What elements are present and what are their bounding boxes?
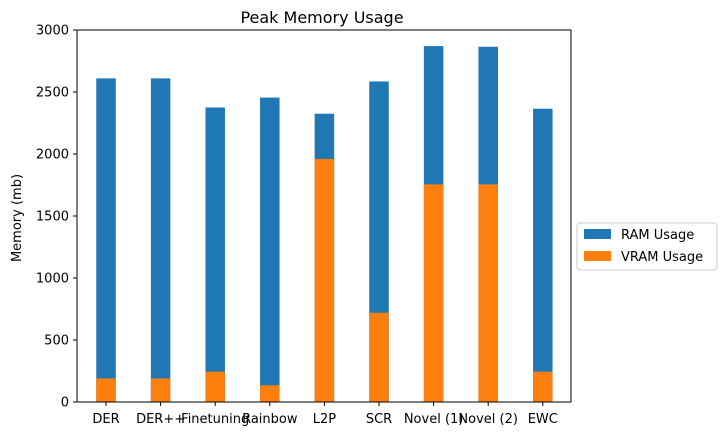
- x-tick-label: SCR: [366, 412, 392, 427]
- legend-swatch-ram: [584, 229, 611, 239]
- y-tick-label: 2500: [36, 86, 69, 101]
- legend-swatch-vram: [584, 251, 611, 261]
- x-tick-label: EWC: [528, 412, 558, 427]
- bar-vram-1: [150, 378, 171, 402]
- bar-ram-1: [150, 78, 171, 403]
- y-axis-label: Memory (mb): [10, 174, 25, 262]
- x-tick-label: DER: [92, 412, 119, 427]
- legend: RAM Usage VRAM Usage: [576, 222, 718, 271]
- bar-ram-3: [260, 97, 280, 402]
- x-tick-label: Novel (2): [458, 412, 518, 427]
- x-tick-label: Finetuning: [181, 412, 249, 427]
- y-tick-label: 2000: [36, 148, 69, 163]
- bar-ram-8: [533, 108, 553, 403]
- bar-vram-6: [423, 184, 444, 402]
- legend-label-ram: RAM Usage: [621, 228, 694, 243]
- y-tick-label: 1000: [36, 272, 69, 287]
- bar-ram-0: [96, 78, 116, 403]
- bar-vram-0: [96, 378, 116, 402]
- y-tick-label: 3000: [36, 24, 69, 39]
- legend-label-vram: VRAM Usage: [621, 250, 703, 265]
- bar-vram-3: [260, 385, 280, 402]
- bar-vram-8: [533, 371, 553, 402]
- plot-frame: [76, 29, 572, 403]
- x-tick-label: DER++: [136, 412, 185, 427]
- bar-vram-2: [205, 371, 225, 402]
- y-tick-label: 500: [44, 334, 69, 349]
- x-tick-label: Rainbow: [242, 412, 298, 427]
- bar-vram-5: [369, 312, 389, 402]
- bar-vram-7: [478, 184, 498, 402]
- chart-title: Peak Memory Usage: [240, 8, 403, 27]
- x-tick-label: L2P: [313, 412, 337, 427]
- bar-vram-4: [314, 158, 335, 402]
- x-tick-label: Novel (1): [404, 412, 464, 427]
- bars: [96, 46, 553, 403]
- legend-box: [576, 222, 718, 271]
- y-axis: 0 500 1000 1500 2000 2500 3000: [36, 24, 77, 411]
- bar-ram-2: [205, 107, 225, 402]
- y-tick-label: 0: [61, 396, 69, 411]
- y-tick-label: 1500: [36, 210, 69, 225]
